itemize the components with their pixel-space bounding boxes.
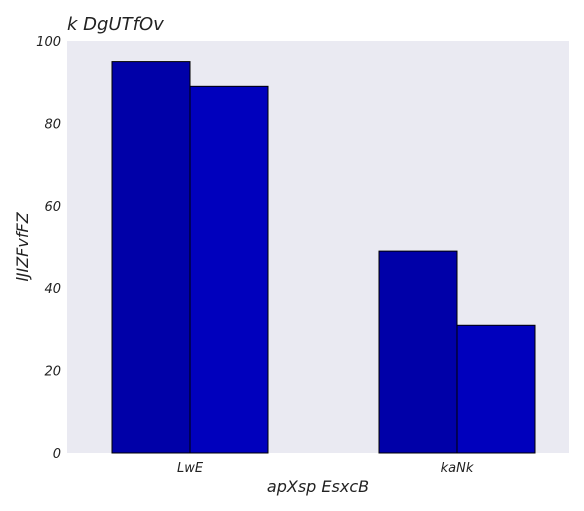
y-axis-ticks: 0 20 40 60 80 100 xyxy=(36,35,61,462)
y-tick-label: 60 xyxy=(44,200,61,215)
bars-layer xyxy=(111,61,536,454)
bar-LwE-series-1 xyxy=(111,61,191,454)
bar-kaNk-series-2 xyxy=(456,324,536,454)
x-tick-label: kaNk xyxy=(441,461,474,476)
y-axis-label: lJIZFvfFZ xyxy=(13,211,32,281)
x-axis-ticks: LwE kaNk xyxy=(177,461,474,476)
y-tick-label: 80 xyxy=(44,117,61,132)
bar-kaNk-series-1 xyxy=(378,250,458,454)
x-axis-label: apXsp EsxcB xyxy=(267,477,369,496)
y-tick-label: 20 xyxy=(44,365,61,380)
y-tick-label: 40 xyxy=(44,282,61,297)
y-tick-label: 0 xyxy=(53,447,61,462)
y-tick-label: 100 xyxy=(36,35,61,50)
chart-title: k DgUTfOv xyxy=(67,14,164,35)
x-tick-label: LwE xyxy=(177,461,204,476)
bar-LwE-series-2 xyxy=(189,85,269,454)
